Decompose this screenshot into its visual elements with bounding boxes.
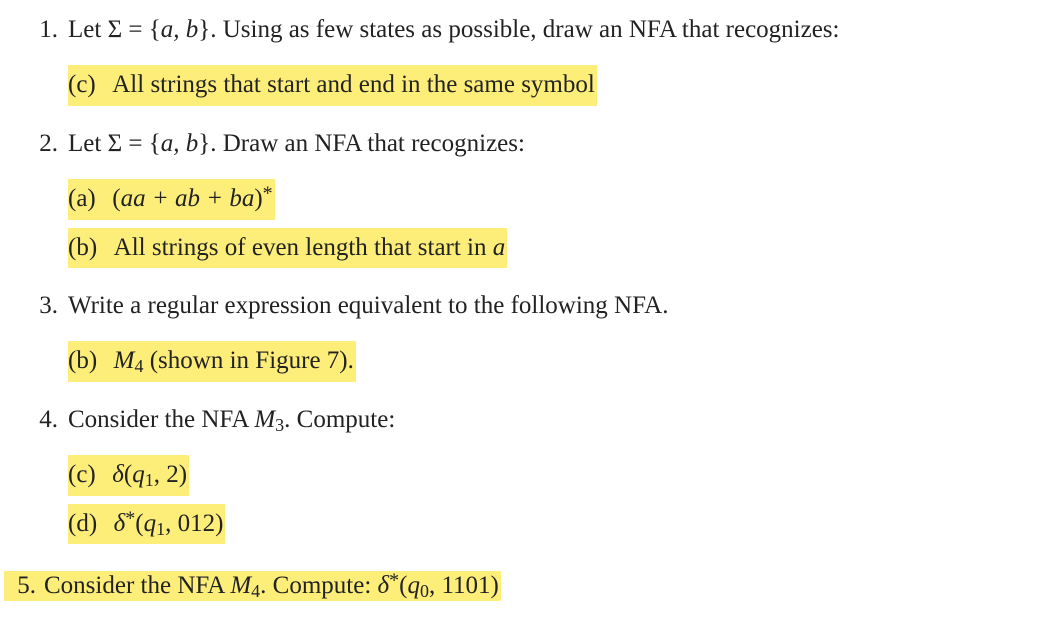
problem-3-number: 3. (22, 290, 68, 321)
p5-intro-M: M (230, 572, 251, 599)
problem-5: 5.Consider the NFA M4. Compute: δ*(q0, 1… (22, 570, 1037, 601)
p2-b-label: (b) (68, 234, 101, 261)
p2-intro-a: Let Σ = { (68, 130, 161, 157)
p1-sigma-set: a, b (161, 16, 199, 43)
p4-c-rest: , 2) (154, 461, 187, 488)
problem-1: 1. Let Σ = {a, b}. Using as few states a… (22, 14, 1037, 106)
problem-4: 4. Consider the NFA M3. Compute: (c) δ(q… (22, 404, 1037, 544)
problem-set: 1. Let Σ = {a, b}. Using as few states a… (0, 0, 1059, 617)
p5-rest: , 1101) (429, 572, 499, 599)
problem-5-number: 5. (4, 570, 44, 601)
p3-b-M: M (114, 347, 135, 374)
problem-4-body: Consider the NFA M3. Compute: (c) δ(q1, … (68, 404, 1037, 544)
p2-sigma-set: a, b (161, 130, 199, 157)
p3-b-rest: (shown in Figure 7). (143, 347, 353, 374)
p5-delta: δ (378, 572, 390, 599)
p3-b-label: (b) (68, 347, 101, 374)
p4-intro-sub: 3 (275, 415, 284, 435)
p4-c-open: ( (124, 461, 132, 488)
p4-intro-pre: Consider the NFA (68, 406, 254, 433)
p2-part-b: (b) All strings of even length that star… (68, 228, 1037, 269)
p5-intro-post: . Compute: (260, 572, 377, 599)
p4-d-open: ( (135, 510, 143, 537)
problem-2-body: Let Σ = {a, b}. Draw an NFA that recogni… (68, 128, 1037, 268)
p4-c-q: q (132, 461, 145, 488)
p4-c-qsub: 1 (145, 470, 154, 490)
p4-part-d: (d) δ*(q1, 012) (68, 504, 1037, 545)
problem-2: 2. Let Σ = {a, b}. Draw an NFA that reco… (22, 128, 1037, 268)
p5-q: q (407, 572, 420, 599)
problem-3-body: Write a regular expression equivalent to… (68, 290, 1037, 382)
p1-c-text: All strings that start and end in the sa… (112, 71, 595, 98)
p4-d-qsub: 1 (156, 518, 165, 538)
p3-part-b: (b) M4 (shown in Figure 7). (68, 341, 1037, 382)
problem-5-body: 5.Consider the NFA M4. Compute: δ*(q0, 1… (4, 570, 1037, 601)
p5-star: * (389, 570, 399, 592)
p2-intro-b: }. Draw an NFA that recognizes: (198, 130, 525, 157)
p4-part-c: (c) δ(q1, 2) (68, 455, 1037, 496)
problem-1-number: 1. (22, 14, 68, 45)
p2-a-label: (a) (68, 185, 100, 212)
p4-intro-post: . Compute: (284, 406, 395, 433)
p4-d-label: (d) (68, 510, 101, 537)
p1-c-label: (c) (68, 71, 100, 98)
p2-a-close: ) (254, 185, 262, 212)
p1-part-c: (c) All strings that start and end in th… (68, 65, 1037, 106)
p4-d-star: * (125, 507, 135, 529)
p5-intro-pre: Consider the NFA (44, 572, 230, 599)
p5-intro-sub: 4 (251, 581, 260, 601)
p1-intro-a: Let Σ = { (68, 16, 161, 43)
p2-a-star: * (263, 183, 273, 205)
p4-c-delta: δ (112, 461, 124, 488)
p4-d-rest: , 012) (165, 510, 223, 537)
p2-a-open: ( (112, 185, 120, 212)
p4-d-q: q (144, 510, 157, 537)
p4-d-delta: δ (114, 510, 126, 537)
problem-3: 3. Write a regular expression equivalent… (22, 290, 1037, 382)
p3-intro: Write a regular expression equivalent to… (68, 292, 668, 319)
p2-b-a: a (493, 234, 506, 261)
p2-b-text-pre: All strings of even length that start in (114, 234, 493, 261)
p2-a-body: aa + ab + ba (121, 185, 255, 212)
p4-intro-M: M (254, 406, 275, 433)
p4-c-label: (c) (68, 461, 100, 488)
problem-4-number: 4. (22, 404, 68, 435)
problem-1-body: Let Σ = {a, b}. Using as few states as p… (68, 14, 1037, 106)
problem-2-number: 2. (22, 128, 68, 159)
p2-part-a: (a) (aa + ab + ba)* (68, 179, 1037, 220)
p1-intro-b: }. Using as few states as possible, draw… (198, 16, 839, 43)
p5-qsub: 0 (420, 581, 429, 601)
